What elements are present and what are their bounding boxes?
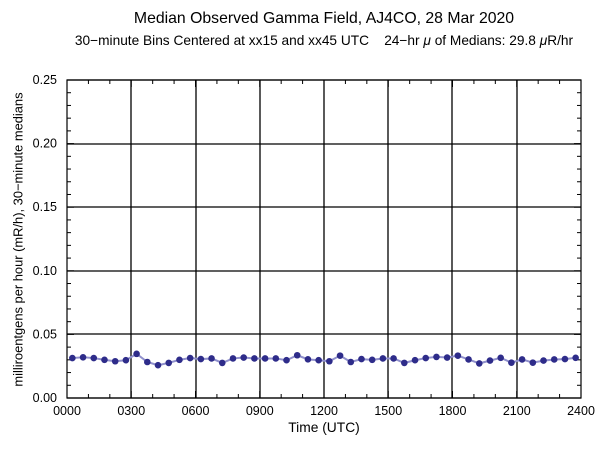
- svg-text:0300: 0300: [117, 404, 145, 418]
- svg-text:1200: 1200: [310, 404, 338, 418]
- svg-text:0.25: 0.25: [33, 73, 57, 87]
- svg-text:0900: 0900: [246, 404, 274, 418]
- svg-text:0.10: 0.10: [33, 264, 57, 278]
- svg-text:1500: 1500: [374, 404, 402, 418]
- svg-text:0.05: 0.05: [33, 327, 57, 341]
- svg-text:0600: 0600: [182, 404, 210, 418]
- svg-text:2100: 2100: [503, 404, 531, 418]
- svg-text:0.15: 0.15: [33, 200, 57, 214]
- svg-text:1800: 1800: [439, 404, 467, 418]
- svg-text:0.20: 0.20: [33, 137, 57, 151]
- svg-text:0000: 0000: [53, 404, 81, 418]
- svg-text:2400: 2400: [567, 404, 595, 418]
- svg-text:0.00: 0.00: [33, 391, 57, 405]
